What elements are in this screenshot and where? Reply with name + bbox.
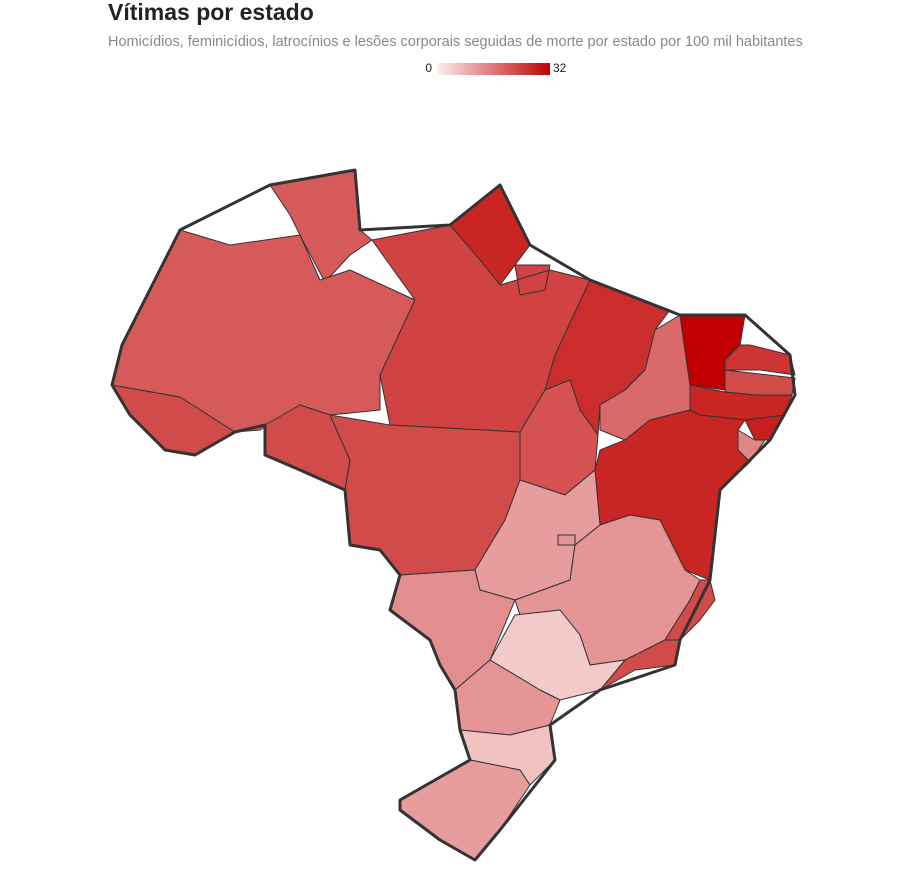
country-outline	[110, 168, 797, 862]
subtitle: Homicídios, feminicídios, latrocínios e …	[108, 34, 803, 50]
state-region[interactable]	[399, 759, 531, 861]
states	[111, 169, 796, 861]
state-region[interactable]	[724, 344, 796, 376]
legend-gradient	[437, 63, 550, 75]
title: Vítimas por estado	[108, 0, 314, 25]
state-region[interactable]	[371, 224, 591, 433]
legend-max: 32	[553, 61, 567, 75]
state-region[interactable]	[111, 229, 416, 433]
state-region[interactable]	[557, 534, 576, 546]
legend-min: 0	[425, 61, 432, 75]
state-region[interactable]	[744, 414, 786, 441]
